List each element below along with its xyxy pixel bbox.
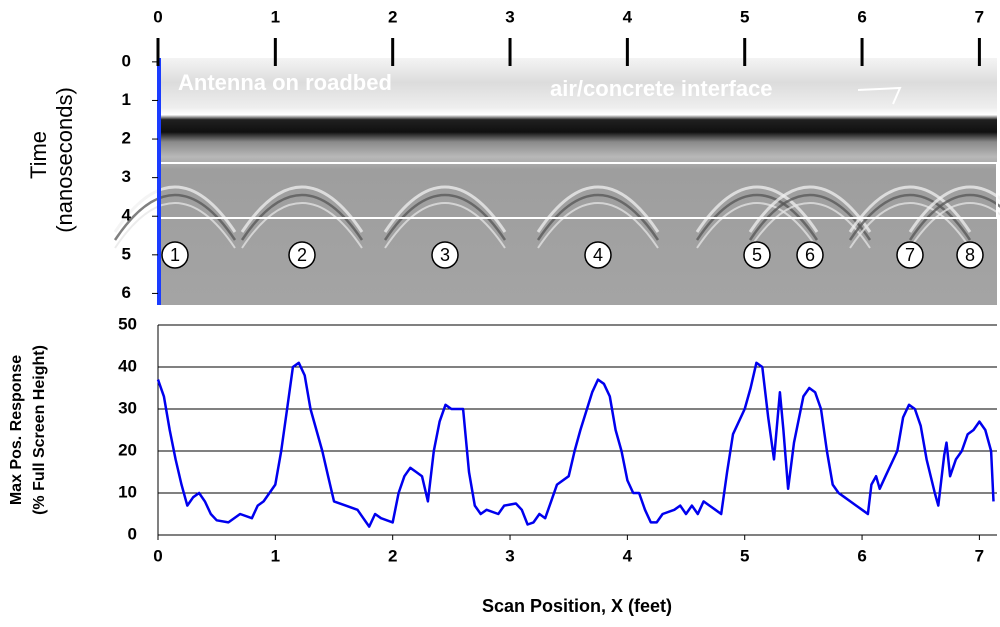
marker-label: 7 [905, 245, 915, 265]
marker-circle [161, 241, 189, 269]
hyperbola [908, 185, 1000, 233]
x-tick-label: 2 [388, 546, 397, 565]
y-tick-label: 1 [122, 90, 131, 109]
annotation: Antenna on roadbed [178, 70, 392, 95]
hyperbola [695, 193, 819, 241]
hyperbola [240, 185, 364, 233]
y-tick-label: 40 [118, 356, 137, 375]
hyperbola [909, 202, 1000, 249]
x-tick-label: 3 [505, 546, 514, 565]
hyperbola [240, 193, 364, 241]
x-tick-label: 3 [505, 7, 514, 26]
hyperbola [908, 193, 1000, 241]
marker-label: 4 [593, 245, 603, 265]
hyperbola [241, 202, 363, 249]
y-tick-label: 0 [128, 524, 137, 543]
x-tick-label: 4 [623, 7, 633, 26]
hyperbola [383, 185, 507, 233]
arrow [857, 86, 902, 105]
marker-circle [431, 241, 459, 269]
x-tick-label: 0 [153, 546, 162, 565]
x-tick-label: 1 [271, 546, 280, 565]
x-tick-label: 7 [975, 546, 984, 565]
annotation: air/concrete interface [550, 76, 773, 101]
marker-circle [584, 241, 612, 269]
hyperbola [749, 202, 871, 249]
hyperbola [695, 185, 819, 233]
marker-circle [896, 241, 924, 269]
x-tick-label: 6 [857, 7, 866, 26]
x-tick-label: 6 [857, 546, 866, 565]
y-tick-label: 30 [118, 398, 137, 417]
hyperbola [849, 202, 971, 249]
hyperbola [536, 185, 660, 233]
hyperbola [384, 202, 506, 249]
marker-label: 1 [170, 245, 180, 265]
y-tick-label: 5 [122, 244, 131, 263]
marker-label: 8 [965, 245, 975, 265]
y-tick-label: 2 [122, 129, 131, 148]
y-tick-label: 6 [122, 283, 131, 302]
y-tick-label: 20 [118, 440, 137, 459]
marker-label: 5 [752, 245, 762, 265]
x-axis-label: Scan Position, X (feet) [482, 596, 672, 616]
marker-label: 3 [440, 245, 450, 265]
hyperbola [748, 185, 872, 233]
hyperbola [114, 202, 236, 249]
y-tick-label: 3 [122, 167, 131, 186]
y-tick-label: 4 [122, 206, 132, 225]
marker-circle [956, 241, 984, 269]
y-axis-label: Max Pos. Response [8, 355, 25, 505]
y-axis-label: (% Full Screen Height) [31, 345, 48, 515]
marker-label: 2 [297, 245, 307, 265]
hyperbola [113, 193, 237, 241]
hyperbola [383, 193, 507, 241]
marker-circle [796, 241, 824, 269]
hyperbolae [113, 185, 1000, 249]
hyperbola [536, 193, 660, 241]
hyperbola [848, 193, 972, 241]
y-axis-label: Time [26, 131, 51, 179]
marker-circle [743, 241, 771, 269]
x-tick-label: 7 [975, 7, 984, 26]
y-tick-label: 50 [118, 314, 137, 333]
x-tick-label: 0 [153, 7, 162, 26]
hyperbola [537, 202, 659, 249]
y-tick-label: 0 [122, 51, 131, 70]
marker-circle [288, 241, 316, 269]
x-tick-label: 5 [740, 7, 749, 26]
hyperbola [113, 185, 237, 233]
x-tick-label: 2 [388, 7, 397, 26]
x-tick-label: 5 [740, 546, 749, 565]
hyperbola [748, 193, 872, 241]
data-line [156, 361, 995, 528]
y-tick-label: 10 [118, 482, 137, 501]
marker-label: 6 [805, 245, 815, 265]
x-tick-label: 1 [271, 7, 280, 26]
hyperbola [696, 202, 818, 249]
x-tick-label: 4 [623, 546, 633, 565]
hyperbola [848, 185, 972, 233]
y-axis-label: (nanoseconds) [52, 87, 77, 233]
